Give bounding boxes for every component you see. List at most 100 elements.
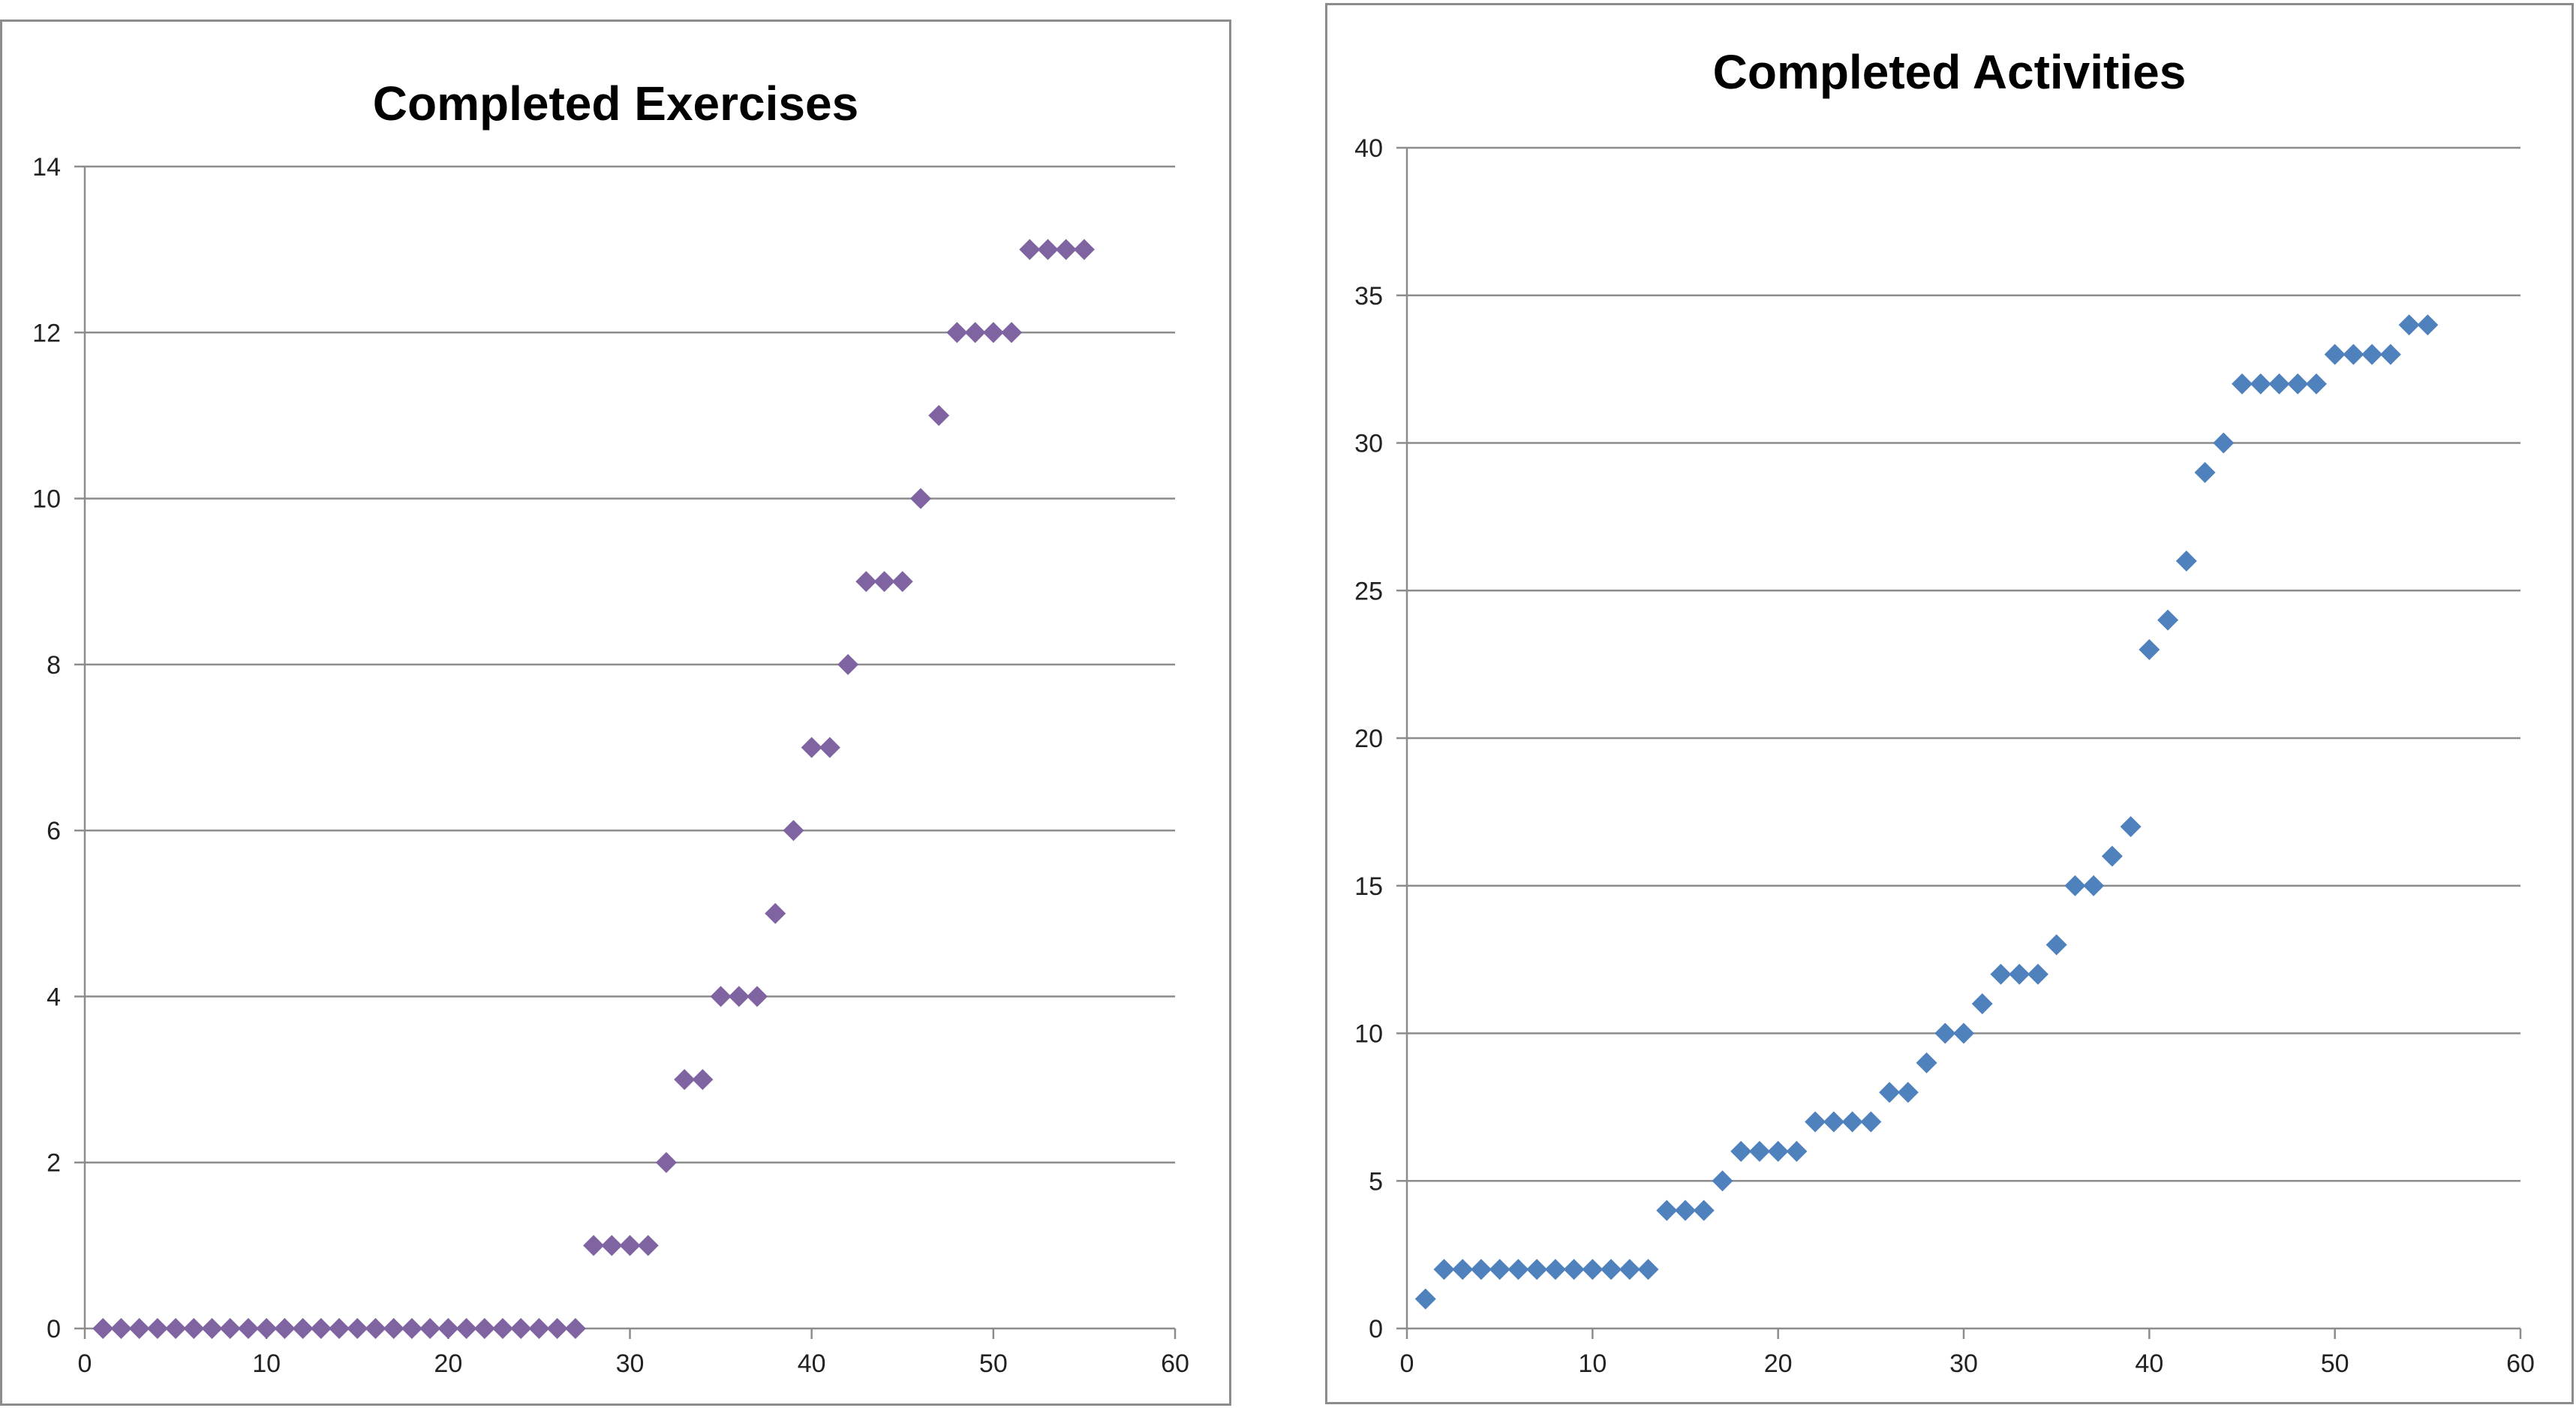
- chart-completed-activities: Completed Activities 0 5 10 15 20 25 30 35 40 0 10…: [1325, 3, 2574, 1404]
- data-point: [2343, 344, 2364, 365]
- data-point: [855, 571, 877, 593]
- data-point: [1730, 1140, 1752, 1162]
- data-point: [110, 1318, 132, 1339]
- x-tick-label: 0: [1400, 1349, 1414, 1378]
- chart-title: Completed Exercises: [372, 77, 859, 131]
- data-point: [1563, 1259, 1585, 1280]
- data-point: [1433, 1259, 1455, 1280]
- y-tick-label: 10: [1354, 1020, 1383, 1049]
- data-point: [437, 1318, 459, 1339]
- data-point: [329, 1318, 350, 1339]
- x-tick-label: 10: [1578, 1349, 1607, 1378]
- data-point: [891, 571, 913, 593]
- data-point: [419, 1318, 441, 1339]
- data-point: [964, 322, 986, 344]
- x-tick-label: 50: [979, 1349, 1008, 1378]
- data-point: [2324, 344, 2346, 365]
- data-point: [1637, 1259, 1659, 1280]
- data-point: [183, 1318, 205, 1339]
- data-point: [1452, 1259, 1474, 1280]
- data-point: [1767, 1140, 1789, 1162]
- data-point: [2398, 314, 2420, 336]
- data-point: [2027, 963, 2048, 985]
- data-point: [1526, 1259, 1548, 1280]
- x-tick-label: 60: [1161, 1349, 1189, 1378]
- y-tick-label: 6: [47, 817, 61, 845]
- x-tick-label: 60: [2506, 1349, 2535, 1378]
- data-point: [347, 1318, 368, 1339]
- data-point: [637, 1235, 659, 1256]
- data-point: [2250, 373, 2271, 395]
- data-point: [528, 1318, 550, 1339]
- data-point: [1934, 1022, 1956, 1044]
- data-point: [92, 1318, 114, 1339]
- data-point: [1019, 239, 1041, 260]
- data-point: [237, 1318, 259, 1339]
- data-point: [510, 1318, 532, 1339]
- data-point: [1860, 1111, 1882, 1133]
- data-point: [1916, 1052, 1937, 1073]
- data-point: [546, 1318, 568, 1339]
- data-point: [619, 1235, 641, 1256]
- data-point: [201, 1318, 223, 1339]
- data-point: [1823, 1111, 1844, 1133]
- y-tick-label: 15: [1354, 872, 1383, 901]
- data-point: [401, 1318, 422, 1339]
- data-point: [747, 986, 768, 1007]
- data-point: [837, 653, 859, 675]
- y-tick-label: 0: [1369, 1315, 1383, 1343]
- y-tick-label: 20: [1354, 725, 1383, 753]
- data-point: [2157, 609, 2179, 631]
- y-tick-label: 4: [47, 983, 61, 1011]
- data-point: [982, 322, 1004, 344]
- y-tick-label: 12: [32, 319, 61, 347]
- data-point: [765, 902, 786, 924]
- x-tick-label: 20: [1764, 1349, 1793, 1378]
- data-point: [1971, 993, 1993, 1015]
- data-point: [564, 1318, 586, 1339]
- y-tick-label: 40: [1354, 134, 1383, 163]
- data-point: [1619, 1259, 1640, 1280]
- y-tick-label: 14: [32, 153, 61, 182]
- data-point: [928, 404, 950, 426]
- x-tick-label: 50: [2321, 1349, 2349, 1378]
- data-point: [1786, 1140, 1808, 1162]
- data-point: [2194, 461, 2216, 483]
- data-point: [946, 322, 968, 344]
- data-point: [2287, 373, 2309, 395]
- y-tick-label: 35: [1354, 282, 1383, 311]
- data-point: [2120, 816, 2142, 838]
- data-point: [2232, 373, 2253, 395]
- x-tick-label: 20: [434, 1349, 462, 1378]
- data-point: [1037, 239, 1059, 260]
- data-point: [1805, 1111, 1826, 1133]
- data-point: [274, 1318, 296, 1339]
- data-point: [2101, 845, 2123, 867]
- data-point: [1879, 1082, 1901, 1103]
- plot-area: 0 2 4 6 8 10 12 14 0 10 20 30 40 50 60: [32, 153, 1189, 1378]
- data-point: [256, 1318, 278, 1339]
- data-point: [1055, 239, 1077, 260]
- data-point: [383, 1318, 404, 1339]
- data-point: [1712, 1170, 1733, 1192]
- data-point: [2009, 963, 2030, 985]
- y-tick-label: 2: [47, 1149, 61, 1178]
- data-point: [1693, 1199, 1715, 1221]
- y-tick-label: 0: [47, 1315, 61, 1343]
- data-point: [1748, 1140, 1770, 1162]
- data-point: [728, 986, 750, 1007]
- y-tick-label: 30: [1354, 430, 1383, 458]
- data-point: [1675, 1199, 1696, 1221]
- data-point: [1953, 1022, 1974, 1044]
- y-tick-label: 8: [47, 651, 61, 680]
- data-point: [491, 1318, 513, 1339]
- plot-area: 0 5 10 15 20 25 30 35 40 0 10 20 30 40 50 60: [1354, 134, 2535, 1378]
- x-tick-label: 40: [2135, 1349, 2163, 1378]
- data-point: [909, 488, 931, 509]
- data-point: [1470, 1259, 1492, 1280]
- x-tick-label: 40: [798, 1349, 826, 1378]
- data-point: [1841, 1111, 1863, 1133]
- data-point: [310, 1318, 332, 1339]
- x-tick-label: 30: [1949, 1349, 1978, 1378]
- data-point: [2379, 344, 2401, 365]
